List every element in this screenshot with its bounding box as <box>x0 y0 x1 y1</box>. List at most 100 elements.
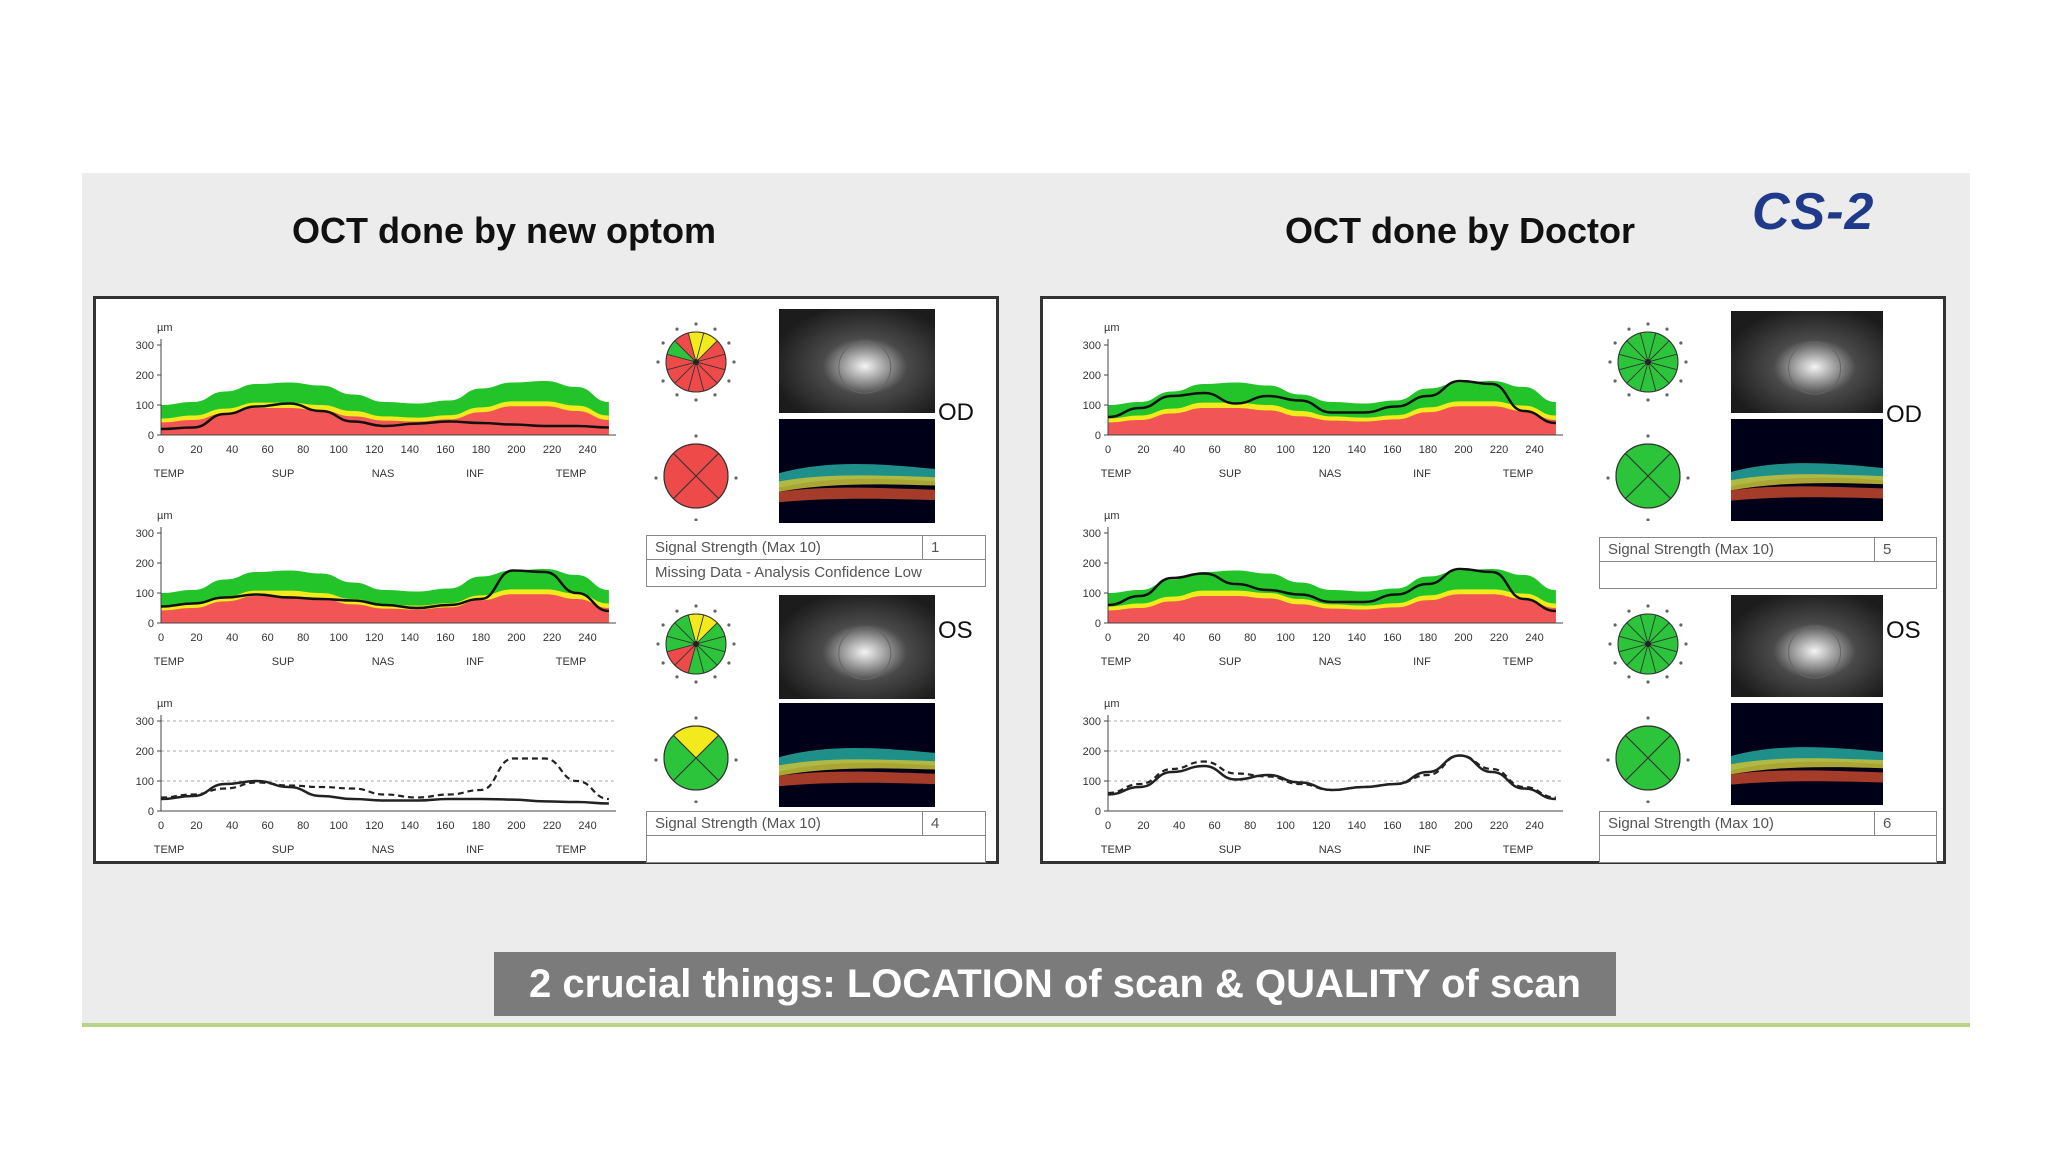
region-label: TEMP <box>1503 844 1534 856</box>
clock-value-marker <box>661 379 665 383</box>
od-quadrant-pie <box>1606 434 1690 521</box>
y-tick-label: 200 <box>136 746 154 758</box>
quadrant-value-marker <box>1686 476 1690 480</box>
clock-value-marker <box>1684 642 1688 646</box>
x-tick-label: 180 <box>472 820 490 832</box>
rpe-layer <box>779 487 935 503</box>
os-eye-label: OS <box>1886 617 1921 644</box>
x-tick-label: 160 <box>436 444 454 456</box>
clock-value-marker <box>1665 609 1669 613</box>
case-label: CS-2 <box>1752 183 1875 241</box>
clock-value-marker <box>1627 675 1631 679</box>
region-label: TEMP <box>154 656 185 668</box>
y-tick-label: 300 <box>1083 340 1101 352</box>
od-bscan-image <box>1731 419 1883 521</box>
quadrant-outline <box>663 725 729 791</box>
os-signal-strength-box: Signal Strength (Max 10) 4 <box>646 811 986 863</box>
region-label: INF <box>1413 656 1431 668</box>
x-tick-label: 60 <box>1209 444 1221 456</box>
x-tick-label: 200 <box>1454 444 1472 456</box>
clock-value-marker <box>1646 398 1650 402</box>
quadrant-value-marker <box>694 434 698 438</box>
x-tick-label: 220 <box>1490 820 1508 832</box>
y-unit-label: µm <box>157 510 173 522</box>
x-tick-label: 0 <box>1105 632 1111 644</box>
x-tick-label: 100 <box>330 444 348 456</box>
quadrant-value-marker <box>654 758 658 762</box>
os-bscan-image <box>779 703 935 807</box>
quadrant-value-marker <box>1646 518 1650 521</box>
fundus-optic-disc <box>1731 595 1883 697</box>
clock-value-marker <box>732 642 736 646</box>
y-tick-label: 0 <box>148 618 154 630</box>
y-tick-label: 300 <box>1083 528 1101 540</box>
quadrant-value-marker <box>1606 476 1610 480</box>
os-signal-value: 6 <box>1874 812 1936 836</box>
os-fundus-image <box>1731 595 1883 697</box>
od-quadrant-pie <box>654 434 738 521</box>
od-rnfl-chart: µm 0 100 200 300 0 20 40 60 80 100 120 140 160 180 200 2… <box>136 322 616 480</box>
x-tick-label: 20 <box>190 632 202 644</box>
x-tick-label: 40 <box>226 444 238 456</box>
od-thickness-line-solid <box>160 779 609 805</box>
od-clock-hour-pie <box>656 322 736 402</box>
scan-circle <box>1788 625 1842 679</box>
os-bscan-image <box>1731 703 1883 805</box>
clock-value-marker <box>1679 623 1683 627</box>
region-label: NAS <box>372 656 395 668</box>
od-bscan-image <box>779 419 935 523</box>
x-tick-label: 20 <box>1137 444 1149 456</box>
x-tick-label: 220 <box>543 444 561 456</box>
x-tick-label: 40 <box>1173 632 1185 644</box>
x-tick-label: 200 <box>1454 820 1472 832</box>
os-signal-strength-box: Signal Strength (Max 10) 6 <box>1599 811 1937 863</box>
x-tick-label: 140 <box>1348 820 1366 832</box>
x-tick-label: 200 <box>507 444 525 456</box>
quadrant-outline <box>1615 443 1681 509</box>
scan-circle <box>838 626 892 680</box>
x-tick-label: 20 <box>190 444 202 456</box>
clock-value-marker <box>1608 360 1612 364</box>
x-tick-label: 180 <box>472 632 490 644</box>
outside-normal-band-red <box>161 406 609 435</box>
region-label: SUP <box>272 656 295 668</box>
x-tick-label: 60 <box>262 632 274 644</box>
x-tick-label: 140 <box>1348 632 1366 644</box>
clock-value-marker <box>1646 680 1650 684</box>
pie-outline <box>665 613 727 675</box>
x-tick-label: 40 <box>1173 820 1185 832</box>
x-tick-label: 0 <box>158 820 164 832</box>
x-tick-label: 240 <box>578 444 596 456</box>
y-unit-label: µm <box>1104 322 1120 334</box>
os-rnfl-chart: µm 0 100 200 300 0 20 40 60 80 100 120 140 160 180 200 2… <box>136 510 616 668</box>
os-analysis-note <box>647 837 985 861</box>
x-tick-label: 100 <box>1277 444 1295 456</box>
x-tick-label: 60 <box>1209 632 1221 644</box>
clock-value-marker <box>694 604 698 608</box>
clock-value-marker <box>675 675 679 679</box>
od-fundus-image <box>1731 311 1883 413</box>
x-tick-label: 20 <box>1137 820 1149 832</box>
rnfl-thickness-line <box>160 402 609 431</box>
clock-value-marker <box>661 623 665 627</box>
clock-value-marker <box>1646 322 1650 326</box>
rnfl-layer <box>1731 758 1883 775</box>
quadrant-value-marker <box>654 476 658 480</box>
od-analysis-note <box>1600 563 1936 587</box>
y-unit-label: µm <box>1104 510 1120 522</box>
rnfl-thickness-line <box>1107 379 1556 425</box>
clock-value-marker <box>713 393 717 397</box>
quadrant-outline <box>663 443 729 509</box>
os-signal-value: 4 <box>922 812 985 836</box>
pie-center <box>693 641 699 647</box>
os-eye-label: OS <box>938 617 973 644</box>
region-label: NAS <box>372 844 395 856</box>
quadrant-value-marker <box>694 800 698 803</box>
x-tick-label: 140 <box>401 444 419 456</box>
od-thickness-line-solid <box>1107 754 1556 801</box>
pie-center <box>1645 641 1651 647</box>
y-tick-label: 0 <box>1095 806 1101 818</box>
rnfl-layer <box>1731 474 1883 491</box>
rpe-layer <box>779 771 935 787</box>
os-rnfl-chart: µm 0 100 200 300 0 20 40 60 80 100 120 140 160 180 200 2… <box>1083 510 1563 668</box>
